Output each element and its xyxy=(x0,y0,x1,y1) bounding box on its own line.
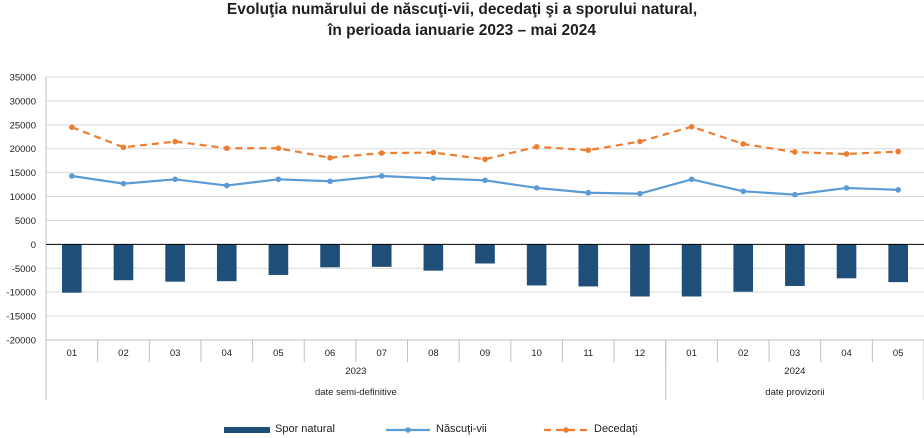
point-nascuti-vii xyxy=(688,176,695,183)
x-tick-label: 02 xyxy=(118,348,129,359)
group-year-label: 2024 xyxy=(784,366,805,377)
point-decedati xyxy=(378,150,385,156)
x-tick-label: 07 xyxy=(376,348,387,359)
bar-spor-natural xyxy=(320,244,340,268)
point-decedati xyxy=(585,147,592,153)
point-nascuti-vii xyxy=(792,191,798,198)
legend-marker-decedati xyxy=(563,427,569,433)
point-decedati xyxy=(843,151,850,157)
bar-spor-natural xyxy=(578,244,599,287)
point-nascuti-vii xyxy=(327,178,333,185)
point-nascuti-vii xyxy=(275,176,282,183)
x-tick-label: 03 xyxy=(170,348,181,359)
y-tick-label: 30000 xyxy=(10,96,36,107)
point-nascuti-vii xyxy=(740,188,747,195)
x-tick-label: 05 xyxy=(893,348,904,359)
legend-label-nascuti-vii: Născuţi-vii xyxy=(436,423,487,435)
group-note-label: date semi-definitive xyxy=(315,387,397,398)
y-tick-label: 15000 xyxy=(10,168,36,179)
bar-spor-natural xyxy=(526,244,547,286)
x-tick-label: 04 xyxy=(221,348,232,359)
point-decedati xyxy=(637,138,643,145)
point-decedati xyxy=(482,156,488,163)
point-nascuti-vii xyxy=(378,173,385,179)
point-nascuti-vii xyxy=(120,180,127,187)
y-tick-label: 35000 xyxy=(10,73,36,84)
chart-title-line2: în perioada ianuarie 2023 – mai 2024 xyxy=(328,22,596,39)
y-tick-label: 20000 xyxy=(10,144,36,155)
bar-spor-natural xyxy=(216,244,237,282)
x-tick-label: 01 xyxy=(686,348,697,359)
x-tick-label: 05 xyxy=(273,348,284,359)
point-nascuti-vii xyxy=(585,189,592,196)
bar-spor-natural xyxy=(630,244,650,297)
legend-label-spor-natural: Spor natural xyxy=(275,423,335,435)
x-tick-label: 04 xyxy=(841,348,852,359)
point-nascuti-vii xyxy=(430,175,437,182)
bar-spor-natural xyxy=(165,244,185,282)
bar-spor-natural xyxy=(836,244,857,279)
point-decedati xyxy=(223,145,230,152)
point-nascuti-vii xyxy=(69,173,75,179)
x-tick-label: 03 xyxy=(790,348,801,359)
y-tick-label: 25000 xyxy=(10,120,36,131)
x-tick-label: 01 xyxy=(67,348,78,359)
y-tick-label: -10000 xyxy=(6,288,36,299)
point-nascuti-vii xyxy=(482,177,488,184)
x-tick-label: 08 xyxy=(428,348,439,359)
bar-spor-natural xyxy=(62,244,82,293)
y-tick-label: -20000 xyxy=(6,336,36,347)
point-nascuti-vii xyxy=(637,190,643,197)
y-tick-label: 10000 xyxy=(10,192,36,203)
line-decedati xyxy=(71,125,899,161)
point-decedati xyxy=(275,145,282,152)
point-decedati xyxy=(688,123,695,130)
group-note-label: date provizorii xyxy=(765,387,824,398)
point-decedati xyxy=(172,138,178,145)
bar-spor-natural xyxy=(785,244,805,286)
point-decedati xyxy=(740,141,747,147)
legend-label-decedati: Decedaţi xyxy=(594,423,637,435)
y-tick-label: 0 xyxy=(31,240,36,251)
bar-spor-natural xyxy=(475,244,495,264)
bar-spor-natural xyxy=(681,244,702,297)
bar-spor-natural xyxy=(371,244,392,267)
point-decedati xyxy=(533,144,540,150)
legend-swatch-spor-natural xyxy=(224,427,270,433)
chart-title-line1: Evoluţia numărului de născuţi-vii, deced… xyxy=(226,1,698,18)
group-year-label: 2023 xyxy=(345,366,366,377)
point-nascuti-vii xyxy=(223,182,230,189)
x-tick-label: 02 xyxy=(738,348,749,359)
bar-spor-natural xyxy=(113,244,134,281)
y-tick-label: -15000 xyxy=(6,312,36,323)
bar-spor-natural xyxy=(268,244,289,275)
bar-spor-natural xyxy=(888,244,908,283)
x-tick-label: 12 xyxy=(635,348,646,359)
x-tick-label: 10 xyxy=(531,348,542,359)
x-tick-label: 06 xyxy=(325,348,336,359)
point-decedati xyxy=(69,124,75,131)
y-tick-label: -5000 xyxy=(12,264,36,275)
bar-spor-natural xyxy=(733,244,754,292)
point-nascuti-vii xyxy=(533,185,540,191)
point-decedati xyxy=(120,144,127,151)
legend-marker-nascuti-vii xyxy=(405,427,411,433)
point-nascuti-vii xyxy=(895,187,901,193)
y-tick-label: 5000 xyxy=(15,216,36,227)
x-tick-label: 11 xyxy=(583,348,593,359)
point-decedati xyxy=(895,148,901,155)
bar-spor-natural xyxy=(423,244,444,271)
point-nascuti-vii xyxy=(843,185,850,191)
point-decedati xyxy=(430,149,437,156)
point-decedati xyxy=(327,155,333,161)
point-nascuti-vii xyxy=(172,176,178,183)
point-decedati xyxy=(792,149,798,155)
x-tick-label: 09 xyxy=(480,348,491,359)
